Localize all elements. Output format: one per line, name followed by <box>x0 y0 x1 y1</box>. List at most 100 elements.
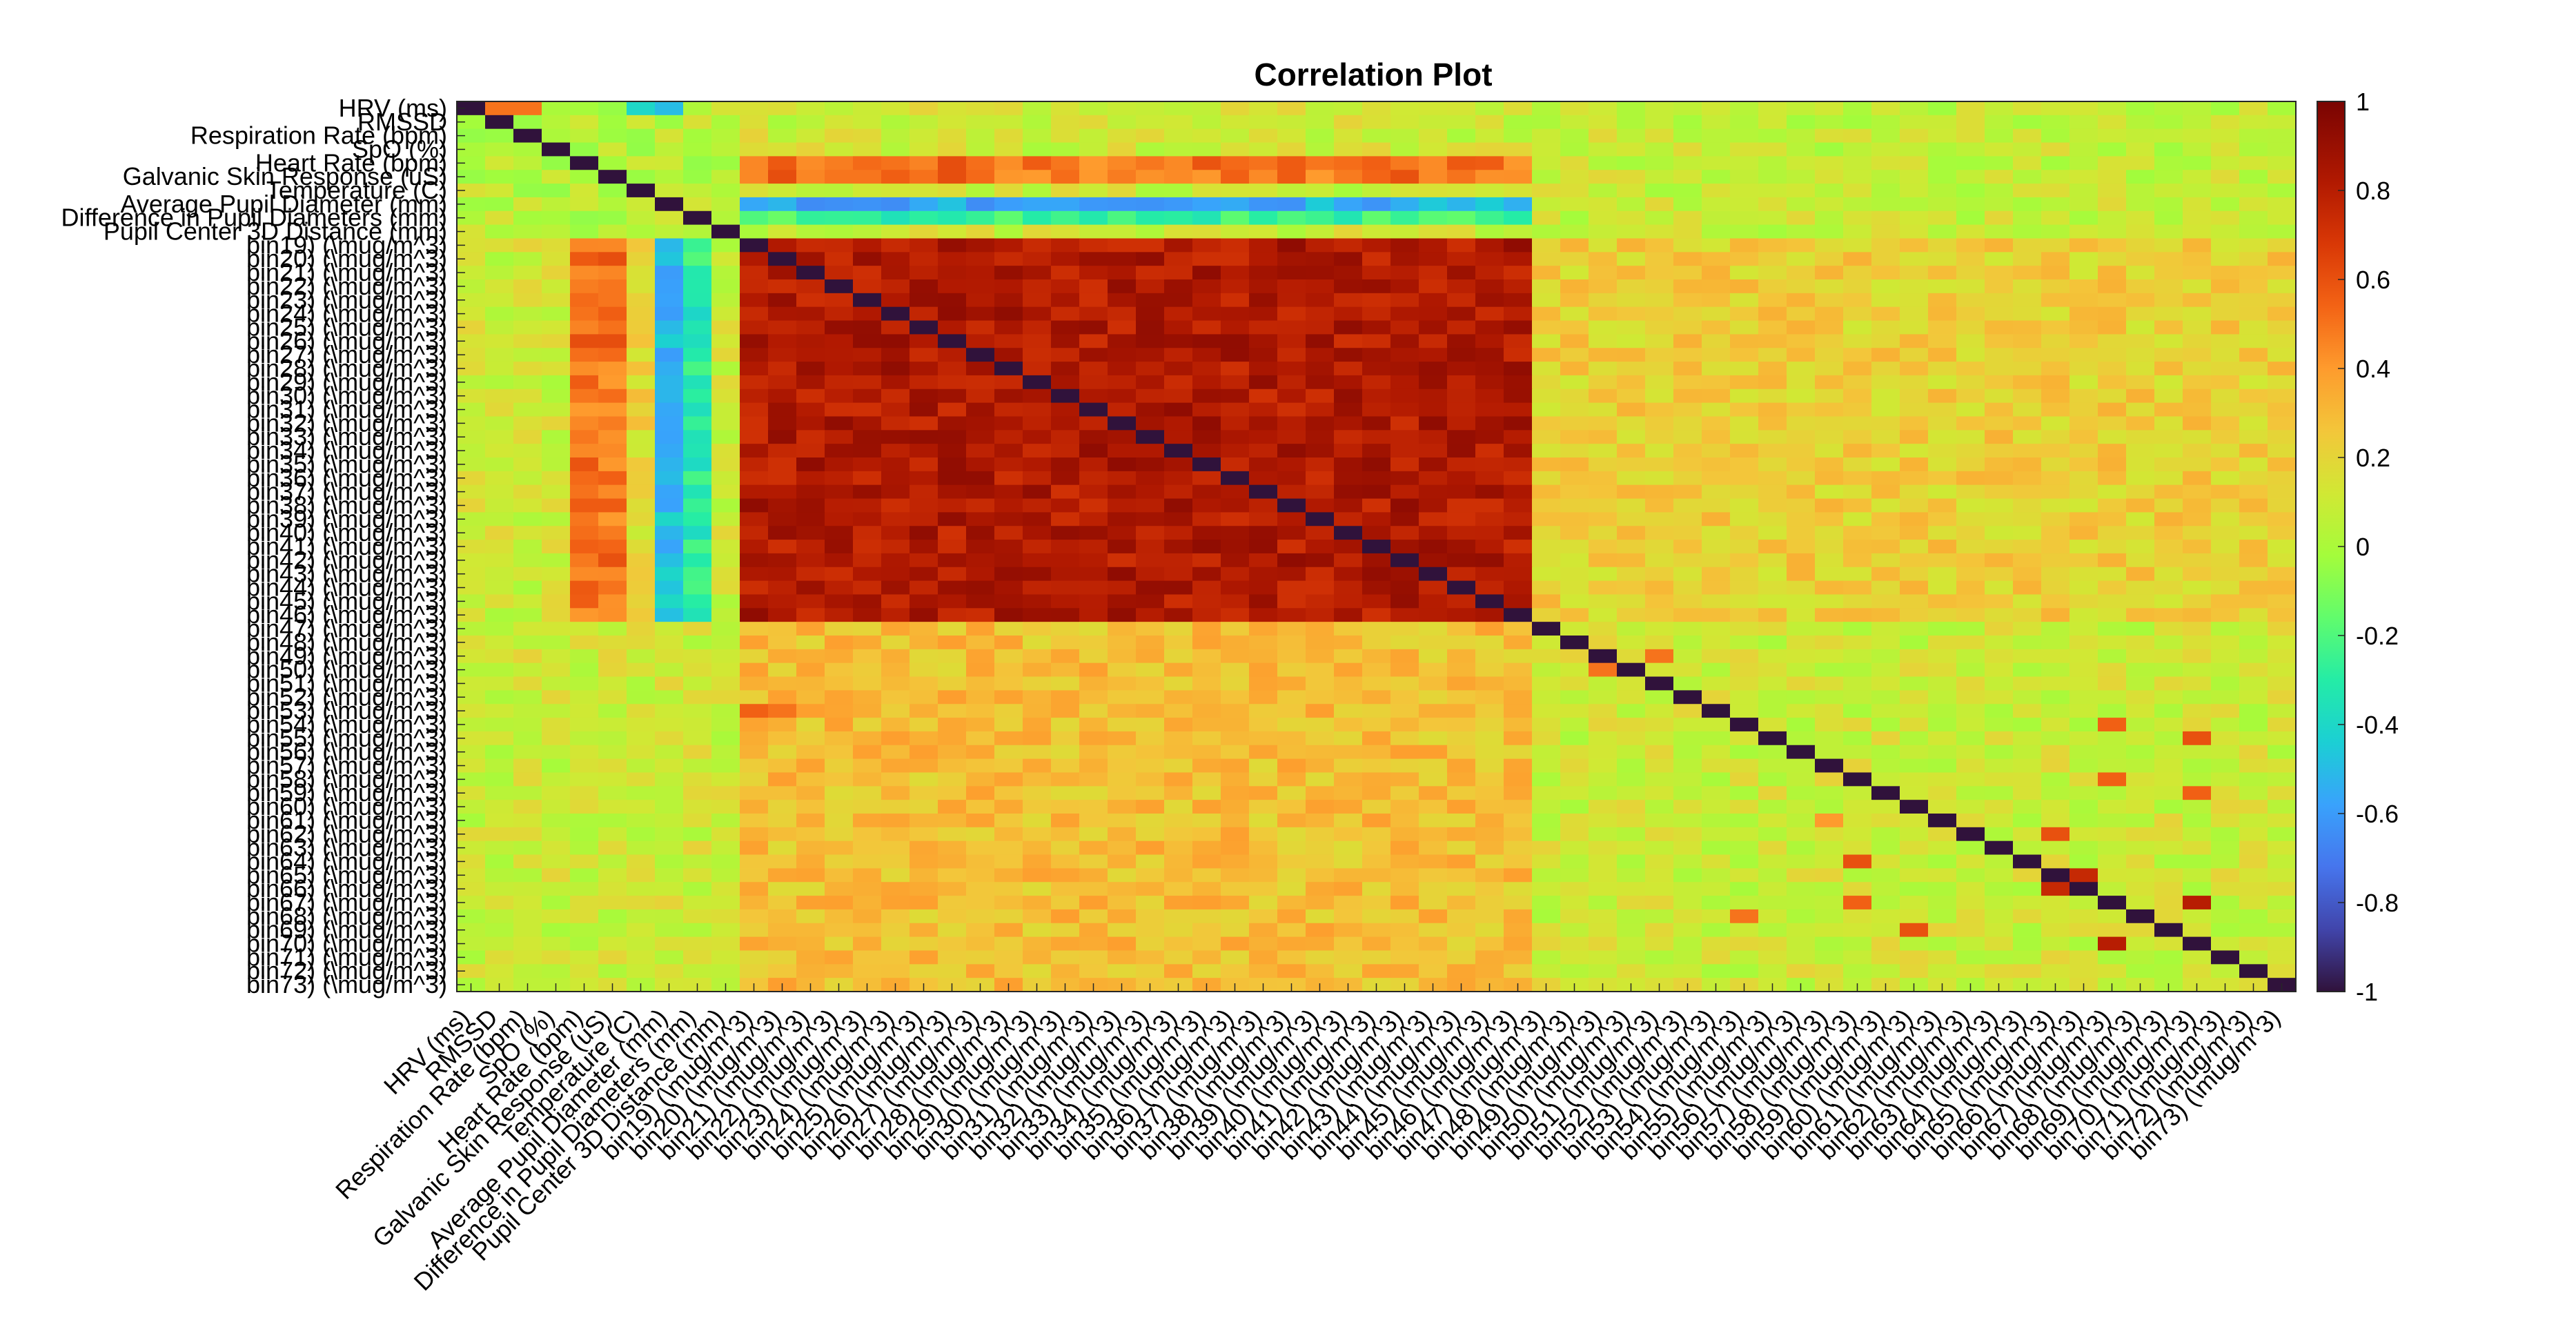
heatmap-cell <box>1645 416 1674 431</box>
heatmap-cell <box>627 197 656 212</box>
heatmap-cell <box>1532 923 1561 938</box>
heatmap-cell <box>1589 896 1618 910</box>
heatmap-cell <box>683 430 712 444</box>
heatmap-cell <box>711 334 740 348</box>
heatmap-cell <box>2211 170 2240 184</box>
heatmap-cell <box>2268 649 2297 664</box>
heatmap-cell <box>1900 402 1929 417</box>
heatmap-cell <box>2098 498 2127 513</box>
heatmap-cell <box>740 662 769 678</box>
heatmap-cell <box>1758 690 1787 705</box>
heatmap-cell <box>1985 362 2014 376</box>
heatmap-cell <box>1589 320 1618 335</box>
heatmap-cell <box>1702 772 1731 787</box>
heatmap-cell <box>1475 731 1504 746</box>
heatmap-cell <box>1560 388 1589 404</box>
heatmap-cell <box>796 526 825 540</box>
heatmap-cell <box>1277 868 1306 883</box>
heatmap-cell <box>2211 882 2240 896</box>
heatmap-cell <box>683 334 712 348</box>
heatmap-cell <box>1419 676 1448 691</box>
heatmap-cell <box>711 266 740 280</box>
heatmap-cell <box>2041 567 2070 582</box>
heatmap-cell <box>1136 115 1165 130</box>
heatmap-cell <box>485 471 514 486</box>
heatmap-cell <box>1023 800 1052 814</box>
heatmap-cell <box>2239 718 2268 732</box>
heatmap-cell <box>740 882 769 896</box>
heatmap-cell <box>1702 745 1731 760</box>
heatmap-cell <box>1390 170 1419 184</box>
heatmap-cell <box>1504 540 1533 554</box>
heatmap-cell <box>1192 293 1221 308</box>
heatmap-cell <box>1419 457 1448 472</box>
heatmap-cell <box>1362 909 1391 924</box>
heatmap-cell <box>1702 923 1731 938</box>
heatmap-cell <box>1787 266 1816 280</box>
heatmap-cell <box>938 622 967 636</box>
heatmap-cell <box>1815 197 1844 212</box>
heatmap-cell <box>457 553 486 568</box>
heatmap-cell <box>1136 457 1165 472</box>
heatmap-cell <box>2098 909 2127 924</box>
heatmap-cell <box>655 279 684 294</box>
heatmap-cell <box>1702 402 1731 417</box>
heatmap-cell <box>2211 854 2240 869</box>
heatmap-cell <box>485 827 514 842</box>
heatmap-cell <box>1985 718 2014 732</box>
heatmap-cell <box>1645 498 1674 513</box>
heatmap-cell <box>1277 101 1306 116</box>
heatmap-cell <box>570 375 599 390</box>
heatmap-cell <box>1589 362 1618 376</box>
heatmap-cell <box>796 758 825 774</box>
heatmap-cell <box>1221 362 1250 376</box>
heatmap-cell <box>768 238 797 253</box>
heatmap-cell <box>1560 471 1589 486</box>
heatmap-cell <box>1164 950 1193 965</box>
heatmap-cell <box>1504 896 1533 910</box>
heatmap-cell <box>1532 745 1561 760</box>
heatmap-cell <box>1362 512 1391 526</box>
heatmap-cell <box>1221 704 1250 718</box>
heatmap-cell <box>2154 608 2183 622</box>
heatmap-cell <box>740 293 769 308</box>
heatmap-cell <box>2126 854 2155 869</box>
heatmap-cell <box>2126 184 2155 198</box>
heatmap-cell <box>485 266 514 280</box>
heatmap-cell <box>1079 868 1108 883</box>
heatmap-cell <box>825 896 854 910</box>
heatmap-cell <box>1702 636 1731 650</box>
heatmap-cell <box>1362 306 1391 322</box>
heatmap-cell <box>1108 662 1137 678</box>
heatmap-cell <box>1108 320 1137 335</box>
heatmap-cell <box>2154 238 2183 253</box>
heatmap-cell <box>683 731 712 746</box>
heatmap-cell <box>938 498 967 513</box>
heatmap-cell <box>1079 279 1108 294</box>
heatmap-cell <box>825 184 854 198</box>
heatmap-cell <box>1051 210 1080 226</box>
heatmap-cell <box>1334 457 1363 472</box>
heatmap-cell <box>1023 622 1052 636</box>
heatmap-cell <box>1277 882 1306 896</box>
heatmap-cell <box>910 484 938 500</box>
heatmap-cell <box>2041 827 2070 842</box>
heatmap-cell <box>2041 362 2070 376</box>
heatmap-cell <box>1673 964 1702 978</box>
heatmap-cell <box>1560 170 1589 184</box>
heatmap-cell <box>2211 512 2240 526</box>
heatmap-cell <box>853 512 882 526</box>
heatmap-cell <box>1334 526 1363 540</box>
heatmap-cell <box>1306 636 1335 650</box>
heatmap-cell <box>768 840 797 856</box>
heatmap-cell <box>1815 567 1844 582</box>
heatmap-cell <box>570 854 599 869</box>
heatmap-cell <box>1334 471 1363 486</box>
heatmap-cell <box>627 745 656 760</box>
heatmap-cell <box>1560 758 1589 774</box>
heatmap-cell <box>1390 402 1419 417</box>
heatmap-cell <box>1277 745 1306 760</box>
heatmap-cell <box>1221 800 1250 814</box>
heatmap-cell <box>1815 676 1844 691</box>
heatmap-cell <box>1390 964 1419 978</box>
